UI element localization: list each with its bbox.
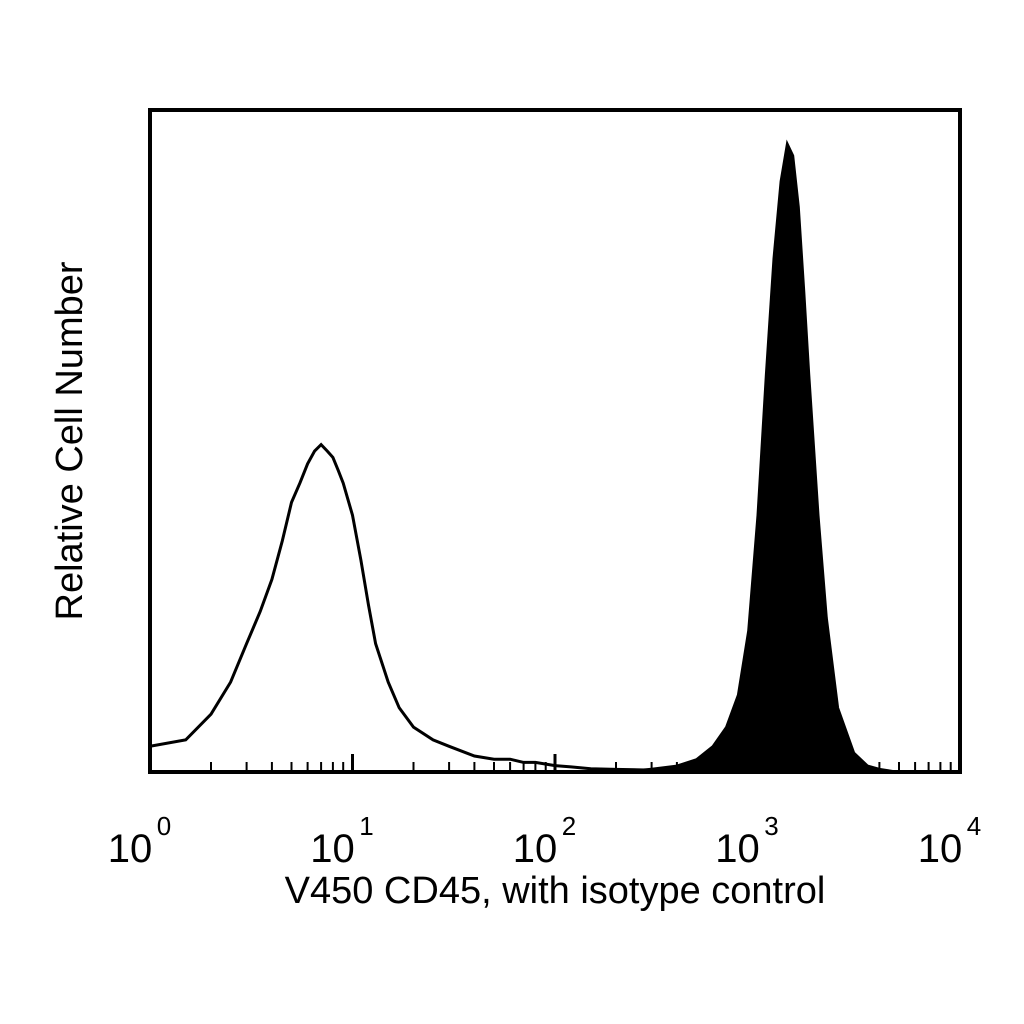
x-tick-label-exponent: 4 [967, 811, 981, 841]
x-tick-label-base: 10 [715, 827, 760, 871]
plot-frame [148, 108, 962, 774]
series-layer [148, 139, 960, 774]
y-axis-title: Relative Cell Number [49, 261, 91, 620]
x-tick-label-base: 10 [513, 827, 558, 871]
x-tick-label-base: 10 [310, 827, 355, 871]
x-tick-label: 100 [108, 811, 171, 871]
x-tick-label-exponent: 0 [157, 811, 171, 841]
x-tick-label-exponent: 3 [764, 811, 778, 841]
cd45-filled-histogram [615, 139, 900, 773]
x-tick-label-exponent: 2 [562, 811, 576, 841]
x-tick-label: 104 [918, 811, 981, 871]
x-tick-label-base: 10 [918, 827, 963, 871]
x-tick-label-base: 10 [108, 827, 153, 871]
x-axis-title: V450 CD45, with isotype control [285, 870, 826, 912]
x-tick-label-exponent: 1 [359, 811, 373, 841]
x-tick-label: 102 [513, 811, 576, 871]
x-tick-label: 103 [715, 811, 778, 871]
x-tick-label: 101 [310, 811, 373, 871]
